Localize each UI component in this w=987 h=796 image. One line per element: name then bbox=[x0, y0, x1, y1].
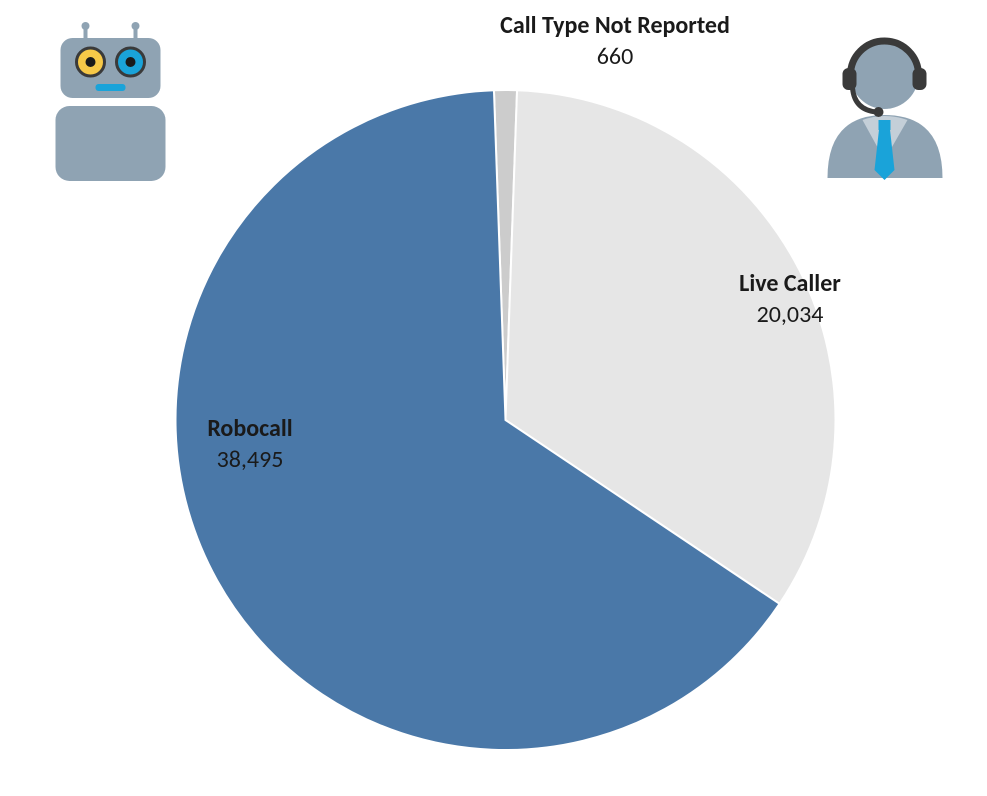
slice-name: Call Type Not Reported bbox=[455, 12, 775, 41]
slice-label-not-reported: Call Type Not Reported 660 bbox=[455, 12, 775, 72]
slice-name: Live Caller bbox=[690, 270, 890, 299]
slice-value: 660 bbox=[455, 41, 775, 72]
slice-name: Robocall bbox=[140, 415, 360, 444]
slice-value: 20,034 bbox=[690, 299, 890, 330]
slice-label-live-caller: Live Caller 20,034 bbox=[690, 270, 890, 330]
robot-icon bbox=[40, 20, 180, 185]
slice-value: 38,495 bbox=[140, 444, 360, 475]
slice-label-robocall: Robocall 38,495 bbox=[140, 415, 360, 475]
pie-chart-container: Call Type Not Reported 660 Live Caller 2… bbox=[0, 0, 987, 796]
live-caller-icon bbox=[812, 20, 957, 180]
